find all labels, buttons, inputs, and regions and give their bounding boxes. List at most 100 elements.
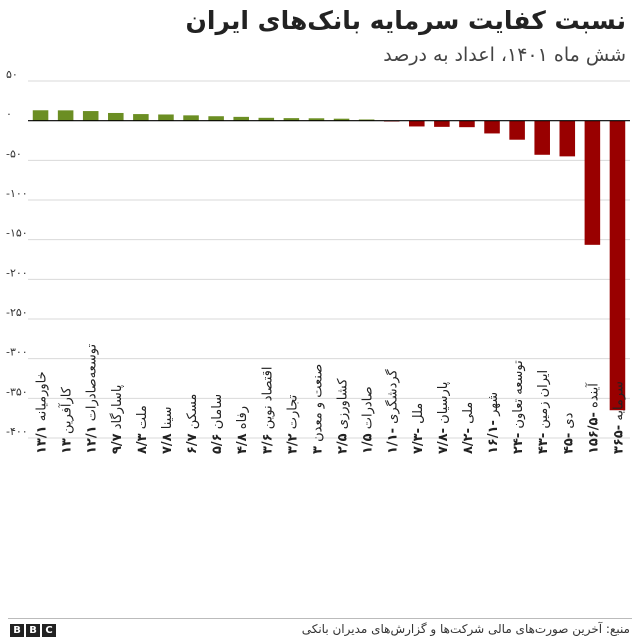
bar-value-label: ۶/۷ xyxy=(185,433,200,454)
category-name: ملت xyxy=(135,405,150,433)
y-tick-label: ۵۰ xyxy=(6,68,18,81)
x-tick-label: صادرات ۱/۵ xyxy=(361,386,376,454)
bar-value-label: ۱۳/۱ xyxy=(35,425,50,454)
bar-value-label: ۳/۲ xyxy=(285,433,300,454)
x-tick-label: توسعه تعاون -۲۴ xyxy=(511,360,526,454)
bar-value-label: -۱/۱ xyxy=(386,428,401,454)
x-tick-label: ملی -۸/۲ xyxy=(461,402,476,454)
bar xyxy=(133,114,149,121)
bar-value-label: ۱۳ xyxy=(60,438,75,454)
y-tick-label: -۱۵۰ xyxy=(6,227,28,240)
bar xyxy=(233,116,249,121)
category-name: اقتصاد نوین xyxy=(260,366,275,433)
x-tick-label: تجارت ۳/۲ xyxy=(285,394,300,454)
x-tick-label: اقتصاد نوین ۳/۶ xyxy=(260,366,275,454)
x-tick-label: شهر -۱۶/۱ xyxy=(486,392,501,454)
bar xyxy=(584,120,601,245)
category-name: صنعت و معدن xyxy=(310,364,325,446)
x-tick-label: سرمایه -۳۶۵ xyxy=(611,381,626,454)
category-name: توسعه‌صادرات xyxy=(85,344,100,426)
x-tick-label: آینده -۱۵۶/۵ xyxy=(584,382,601,454)
bar-value-label: -۳۶۵ xyxy=(611,425,626,454)
x-tick-label: ایران زمین -۴۳ xyxy=(536,370,551,454)
bar-value-label: ۱/۵ xyxy=(361,433,376,454)
x-tick-label: دی -۴۵ xyxy=(561,412,576,454)
category-name: دی xyxy=(561,412,576,432)
category-name: مسکن xyxy=(185,394,200,434)
y-tick-label: -۴۰۰ xyxy=(6,425,28,438)
bar xyxy=(158,114,174,121)
bar xyxy=(308,118,325,121)
bar xyxy=(32,110,49,121)
x-tick-label: سامان ۵/۶ xyxy=(210,394,225,454)
category-name: کشاورزی xyxy=(336,378,351,434)
x-tick-label: گردشگری -۱/۱ xyxy=(385,368,401,454)
bar xyxy=(559,120,576,157)
bar xyxy=(509,120,525,140)
y-tick-label: ۰ xyxy=(6,108,12,121)
category-name: سینا xyxy=(160,407,175,434)
bbc-logo-block: B xyxy=(26,624,40,637)
bar-value-label: -۷/۳ xyxy=(411,428,426,454)
bar-value-label: ۸/۳ xyxy=(135,433,150,454)
bbc-logo-block: B xyxy=(10,624,24,637)
category-name: ملی xyxy=(461,402,476,428)
bar-value-label: -۷/۸ xyxy=(436,428,451,454)
category-name: توسعه تعاون xyxy=(511,360,526,433)
category-name: کارآفرین xyxy=(58,386,75,438)
bar xyxy=(108,112,124,121)
bar-value-label: -۸/۲ xyxy=(461,428,476,454)
category-name: سرمایه xyxy=(611,381,626,425)
bar-value-label: -۱۶/۱ xyxy=(486,420,501,454)
category-name: گردشگری xyxy=(385,368,401,428)
x-tick-label: ملت ۸/۳ xyxy=(135,405,150,454)
bar-value-label: ۱۲/۱ xyxy=(85,425,100,454)
x-tick-label: پارسیان -۷/۸ xyxy=(436,381,451,454)
bar-value-label: ۲/۵ xyxy=(336,433,351,454)
x-tick-label: کشاورزی ۲/۵ xyxy=(336,378,351,454)
category-name: پارسیان xyxy=(436,381,451,428)
bbc-logo-block: C xyxy=(42,624,56,637)
bar-value-label: ۳/۶ xyxy=(260,433,275,454)
y-tick-label: -۳۵۰ xyxy=(6,385,28,398)
category-name: صادرات xyxy=(361,386,376,433)
bar xyxy=(57,110,74,121)
bar-value-label: ۵/۶ xyxy=(210,433,225,454)
bar xyxy=(333,118,350,121)
bar xyxy=(409,120,425,127)
bar xyxy=(609,120,626,411)
bar-value-label: ۹/۷ xyxy=(110,433,125,454)
bar-value-label: ۳ xyxy=(310,446,325,454)
bar xyxy=(183,115,199,121)
y-tick-label: -۳۰۰ xyxy=(6,346,28,359)
chart-title: نسبت کفایت سرمایه بانک‌های ایران xyxy=(185,6,626,35)
x-tick-label: مسکن ۶/۷ xyxy=(185,394,200,454)
bar xyxy=(82,111,99,121)
x-tick-label: ملل -۷/۳ xyxy=(411,403,426,454)
footer-divider xyxy=(8,618,632,619)
bar-value-label: ۴/۸ xyxy=(235,433,250,454)
x-tick-label: رفاه ۴/۸ xyxy=(235,406,250,454)
category-name: سامان xyxy=(210,394,225,433)
x-tick-label: صنعت و معدن ۳ xyxy=(310,364,325,454)
category-name: آینده xyxy=(584,382,601,412)
bar xyxy=(534,120,550,155)
bar-value-label: -۴۵ xyxy=(561,433,576,454)
x-tick-label: توسعه‌صادرات ۱۲/۱ xyxy=(85,344,100,454)
category-name: ایران زمین xyxy=(536,370,551,433)
bar xyxy=(258,117,275,121)
bar xyxy=(283,118,300,121)
bar xyxy=(484,120,500,134)
category-name: ملل xyxy=(411,403,426,428)
bar-value-label: -۲۴ xyxy=(511,433,526,454)
bar xyxy=(434,120,450,127)
x-tick-label: سینا ۷/۸ xyxy=(160,407,175,454)
category-name: رفاه xyxy=(235,406,250,433)
bar-value-label: -۴۳ xyxy=(536,433,551,454)
category-name: پاسارگاد xyxy=(109,384,125,433)
bar-chart: ۵۰ ۰ -۵۰ -۱۰۰ -۱۵۰ -۲۰۰ -۲۵۰ -۳۰۰ -۳۵۰ -۴۰۰ خاورمی… xyxy=(6,68,630,454)
bar-value-label: -۱۵۶/۵ xyxy=(586,412,601,454)
bar-value-label: ۷/۸ xyxy=(160,433,175,454)
bar xyxy=(459,120,475,128)
